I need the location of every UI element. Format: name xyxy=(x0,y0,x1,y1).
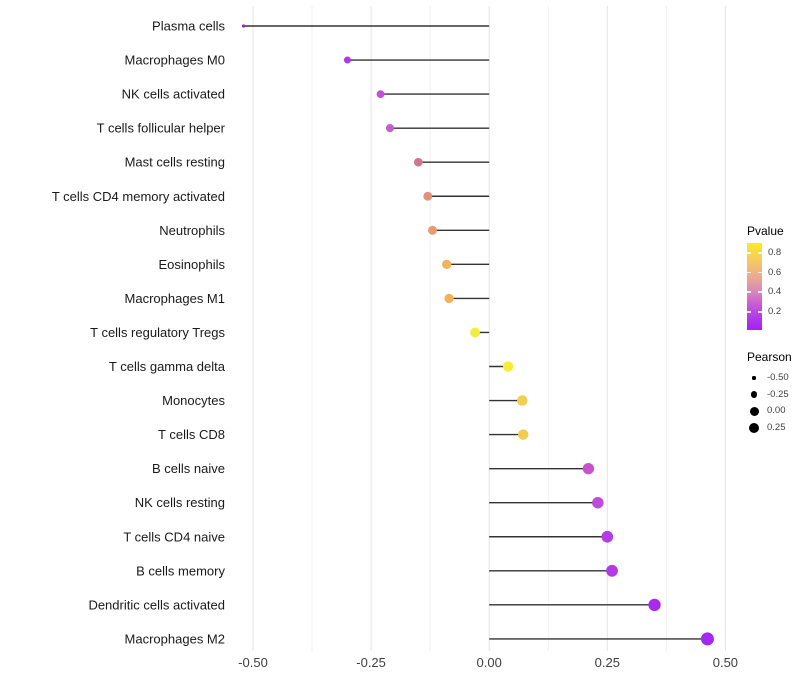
pvalue-colorbar-notch xyxy=(747,311,751,313)
lollipop-dot xyxy=(241,24,246,28)
y-axis-label: Macrophages M1 xyxy=(125,291,225,306)
pvalue-colorbar-notch xyxy=(747,291,751,293)
pearson-size-label: -0.50 xyxy=(767,372,789,383)
lollipop-dot xyxy=(385,124,395,133)
pearson-size-label: 0.00 xyxy=(767,405,786,417)
lollipop-dot xyxy=(700,632,714,646)
pvalue-legend-title: Pvalue xyxy=(747,224,784,238)
pearson-size-dot xyxy=(749,406,759,416)
lollipop-dot xyxy=(592,496,604,509)
pvalue-colorbar-notch xyxy=(758,291,762,293)
lollipop-dot xyxy=(343,56,351,64)
y-axis-label: Neutrophils xyxy=(159,223,225,238)
lollipop-dot xyxy=(376,90,385,98)
lollipop-dot xyxy=(413,157,423,167)
x-axis-tick-label: -0.25 xyxy=(356,655,386,670)
pvalue-colorbar xyxy=(747,243,762,330)
pearson-size-label: -0.25 xyxy=(767,388,789,400)
y-axis-label: NK cells resting xyxy=(135,495,225,510)
y-axis-label: Eosinophils xyxy=(159,257,226,272)
y-axis-label: T cells CD4 naive xyxy=(123,529,225,544)
pvalue-colorbar-tick-label: 0.2 xyxy=(768,306,782,318)
lollipop-dot xyxy=(442,259,452,269)
pvalue-colorbar-notch xyxy=(758,271,762,274)
lollipop-dot xyxy=(648,598,661,611)
pearson-size-dot xyxy=(752,376,756,380)
lollipop-dot xyxy=(444,293,454,304)
lollipop-dot xyxy=(517,429,529,440)
y-axis-label: Monocytes xyxy=(162,393,225,408)
pearson-legend-title: Pearson xyxy=(747,350,792,364)
x-axis-tick-label: 0.50 xyxy=(713,655,738,670)
y-axis-label: T cells CD8 xyxy=(158,427,225,442)
pearson-size-dot xyxy=(748,422,760,434)
pvalue-colorbar-tick-label: 0.6 xyxy=(768,266,782,278)
y-axis-label: Dendritic cells activated xyxy=(88,597,225,612)
lollipop-dot xyxy=(606,564,618,577)
x-axis-tick-label: 0.00 xyxy=(477,655,502,670)
y-axis-label: T cells regulatory Tregs xyxy=(90,325,225,340)
pvalue-colorbar-tick-label: 0.8 xyxy=(768,247,782,258)
pearson-size-label: 0.25 xyxy=(767,421,786,433)
y-axis-label: B cells memory xyxy=(136,563,225,578)
x-axis-tick-label: 0.25 xyxy=(595,655,620,670)
y-axis-label: B cells naive xyxy=(152,461,225,476)
y-axis-label: Mast cells resting xyxy=(125,155,225,170)
x-axis-tick-label: -0.50 xyxy=(238,655,268,670)
y-axis-label: NK cells activated xyxy=(122,87,225,102)
lollipop-dot xyxy=(601,530,614,543)
y-axis-label: Macrophages M2 xyxy=(125,631,225,646)
y-axis-label: T cells CD4 memory activated xyxy=(52,189,225,204)
pvalue-colorbar-notch xyxy=(747,271,751,274)
lollipop-dot xyxy=(517,395,528,406)
pvalue-colorbar-notch xyxy=(747,252,751,254)
y-axis-label: Plasma cells xyxy=(152,19,225,34)
y-axis-label: T cells gamma delta xyxy=(109,359,226,374)
y-axis-label: T cells follicular helper xyxy=(97,121,226,136)
pvalue-colorbar-notch xyxy=(758,252,762,254)
lollipop-dot xyxy=(428,225,438,235)
lollipop-dot xyxy=(582,462,595,475)
pvalue-colorbar-notch xyxy=(758,311,762,313)
y-axis-label: Macrophages M0 xyxy=(125,53,225,68)
lollipop-dot xyxy=(502,361,514,372)
pearson-size-dot xyxy=(750,391,758,398)
lollipop-dot xyxy=(470,327,480,338)
lollipop-dot xyxy=(423,191,433,201)
pvalue-colorbar-tick-label: 0.4 xyxy=(768,286,782,298)
